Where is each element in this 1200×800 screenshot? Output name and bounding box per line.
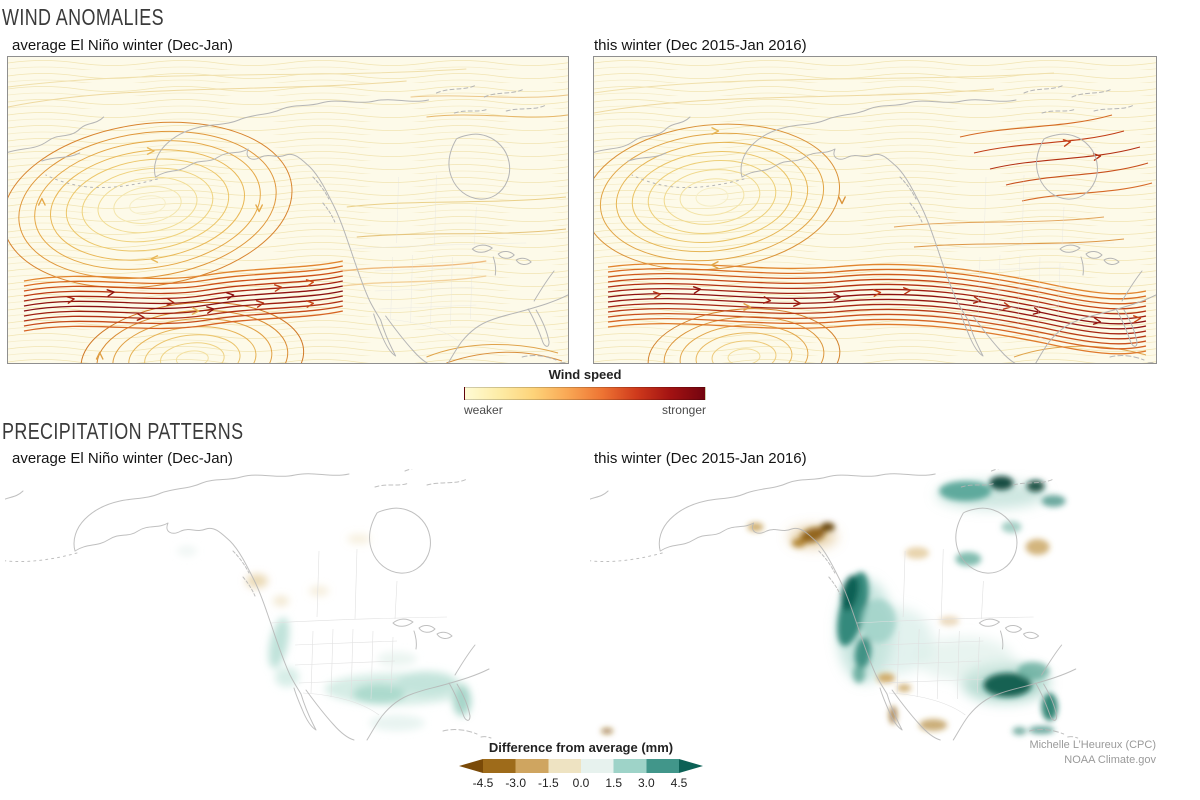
tick-label: 4.5 bbox=[670, 776, 688, 790]
wind-colorbar: Wind speed weaker stronger bbox=[464, 367, 706, 417]
jet-stream-band bbox=[23, 260, 487, 332]
precip-map-this-winter bbox=[590, 469, 1157, 747]
wind-colorbar-ends: weaker stronger bbox=[464, 403, 706, 417]
wind-section-title: WIND ANOMALIES bbox=[2, 4, 164, 30]
wind-panel-caption-this-winter: this winter (Dec 2015-Jan 2016) bbox=[594, 37, 807, 54]
precip-colorbar: Difference from average (mm) -4.5 -3.0 -… bbox=[459, 740, 703, 790]
wind-colorbar-label: Wind speed bbox=[548, 367, 622, 382]
precip-colorbar-right-arrow bbox=[679, 759, 703, 773]
tick-label: -3.0 bbox=[505, 776, 526, 790]
wind-map-this-winter bbox=[593, 56, 1157, 364]
credit: Michelle L’Heureux (CPC) NOAA Climate.go… bbox=[900, 738, 1156, 769]
precip-colorbar-left-arrow bbox=[459, 759, 483, 773]
tick-label: 3.0 bbox=[637, 776, 655, 790]
tick-label: 0.0 bbox=[572, 776, 590, 790]
wind-panel-caption-average: average El Niño winter (Dec-Jan) bbox=[12, 37, 233, 54]
precip-panel-caption-this-winter: this winter (Dec 2015-Jan 2016) bbox=[594, 450, 807, 467]
top-flow-arcs bbox=[594, 72, 1147, 358]
precip-colorbar-ticks: -4.5 -3.0 -1.5 0.0 1.5 3.0 4.5 bbox=[473, 776, 688, 790]
precip-colorbar-label: Difference from average (mm) bbox=[488, 740, 674, 755]
precip-panel-caption-average: average El Niño winter (Dec-Jan) bbox=[12, 450, 233, 467]
precip-map-this-winter-canvas bbox=[590, 469, 1157, 747]
northeast-wind-streaks bbox=[959, 114, 1153, 202]
jet-stream-band bbox=[607, 262, 1147, 355]
credit-source: NOAA Climate.gov bbox=[1064, 754, 1156, 767]
precip-map-average-canvas bbox=[5, 469, 570, 747]
wind-colorbar-weaker-label: weaker bbox=[464, 403, 503, 417]
pacific-gyre-north bbox=[594, 123, 841, 271]
precip-anomaly-blobs bbox=[177, 534, 471, 731]
wind-map-average-canvas bbox=[8, 57, 568, 363]
precip-map-average bbox=[5, 469, 570, 747]
precip-section-title: PRECIPITATION PATTERNS bbox=[2, 418, 244, 444]
tick-label: -1.5 bbox=[537, 776, 559, 790]
wind-map-average bbox=[7, 56, 569, 364]
wind-colorbar-bar bbox=[464, 387, 706, 400]
credit-author: Michelle L’Heureux (CPC) bbox=[1029, 739, 1156, 751]
wind-colorbar-stronger-label: stronger bbox=[661, 403, 706, 417]
precip-colorbar-bar bbox=[459, 759, 703, 773]
wind-map-this-winter-canvas bbox=[594, 57, 1156, 363]
tick-label: -4.5 bbox=[472, 776, 494, 790]
pacific-gyre-north bbox=[8, 121, 293, 289]
precip-colorbar-segments bbox=[483, 759, 679, 773]
tick-label: 1.5 bbox=[605, 776, 622, 790]
precip-anomaly-blobs bbox=[601, 476, 1066, 735]
